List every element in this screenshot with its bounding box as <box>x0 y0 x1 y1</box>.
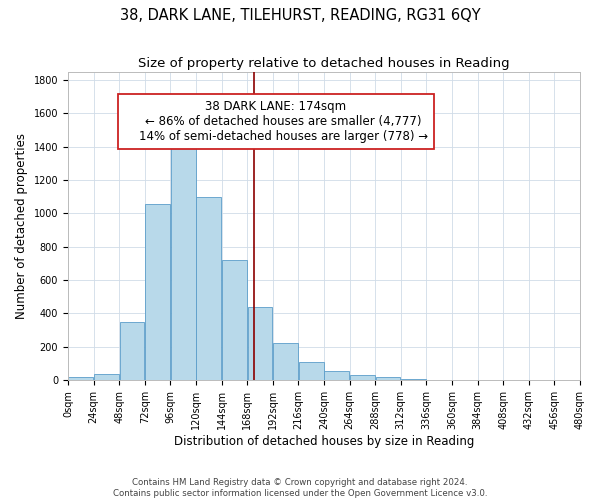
Bar <box>222 260 247 380</box>
Title: Size of property relative to detached houses in Reading: Size of property relative to detached ho… <box>138 58 510 70</box>
Bar <box>299 362 323 380</box>
Text: Contains HM Land Registry data © Crown copyright and database right 2024.
Contai: Contains HM Land Registry data © Crown c… <box>113 478 487 498</box>
Text: 38, DARK LANE, TILEHURST, READING, RG31 6QY: 38, DARK LANE, TILEHURST, READING, RG31 … <box>119 8 481 22</box>
Bar <box>376 377 400 380</box>
Text: 38 DARK LANE: 174sqm
    ← 86% of detached houses are smaller (4,777)
    14% of: 38 DARK LANE: 174sqm ← 86% of detached h… <box>124 100 428 143</box>
Bar <box>248 308 272 380</box>
Bar <box>350 375 375 380</box>
Bar <box>171 142 196 380</box>
Bar <box>401 379 426 380</box>
Bar <box>119 322 144 380</box>
Bar <box>68 378 93 380</box>
Y-axis label: Number of detached properties: Number of detached properties <box>15 133 28 319</box>
Bar <box>273 344 298 380</box>
Bar <box>325 371 349 380</box>
Bar <box>196 196 221 380</box>
Bar <box>145 204 170 380</box>
X-axis label: Distribution of detached houses by size in Reading: Distribution of detached houses by size … <box>174 434 474 448</box>
Bar <box>94 374 119 380</box>
